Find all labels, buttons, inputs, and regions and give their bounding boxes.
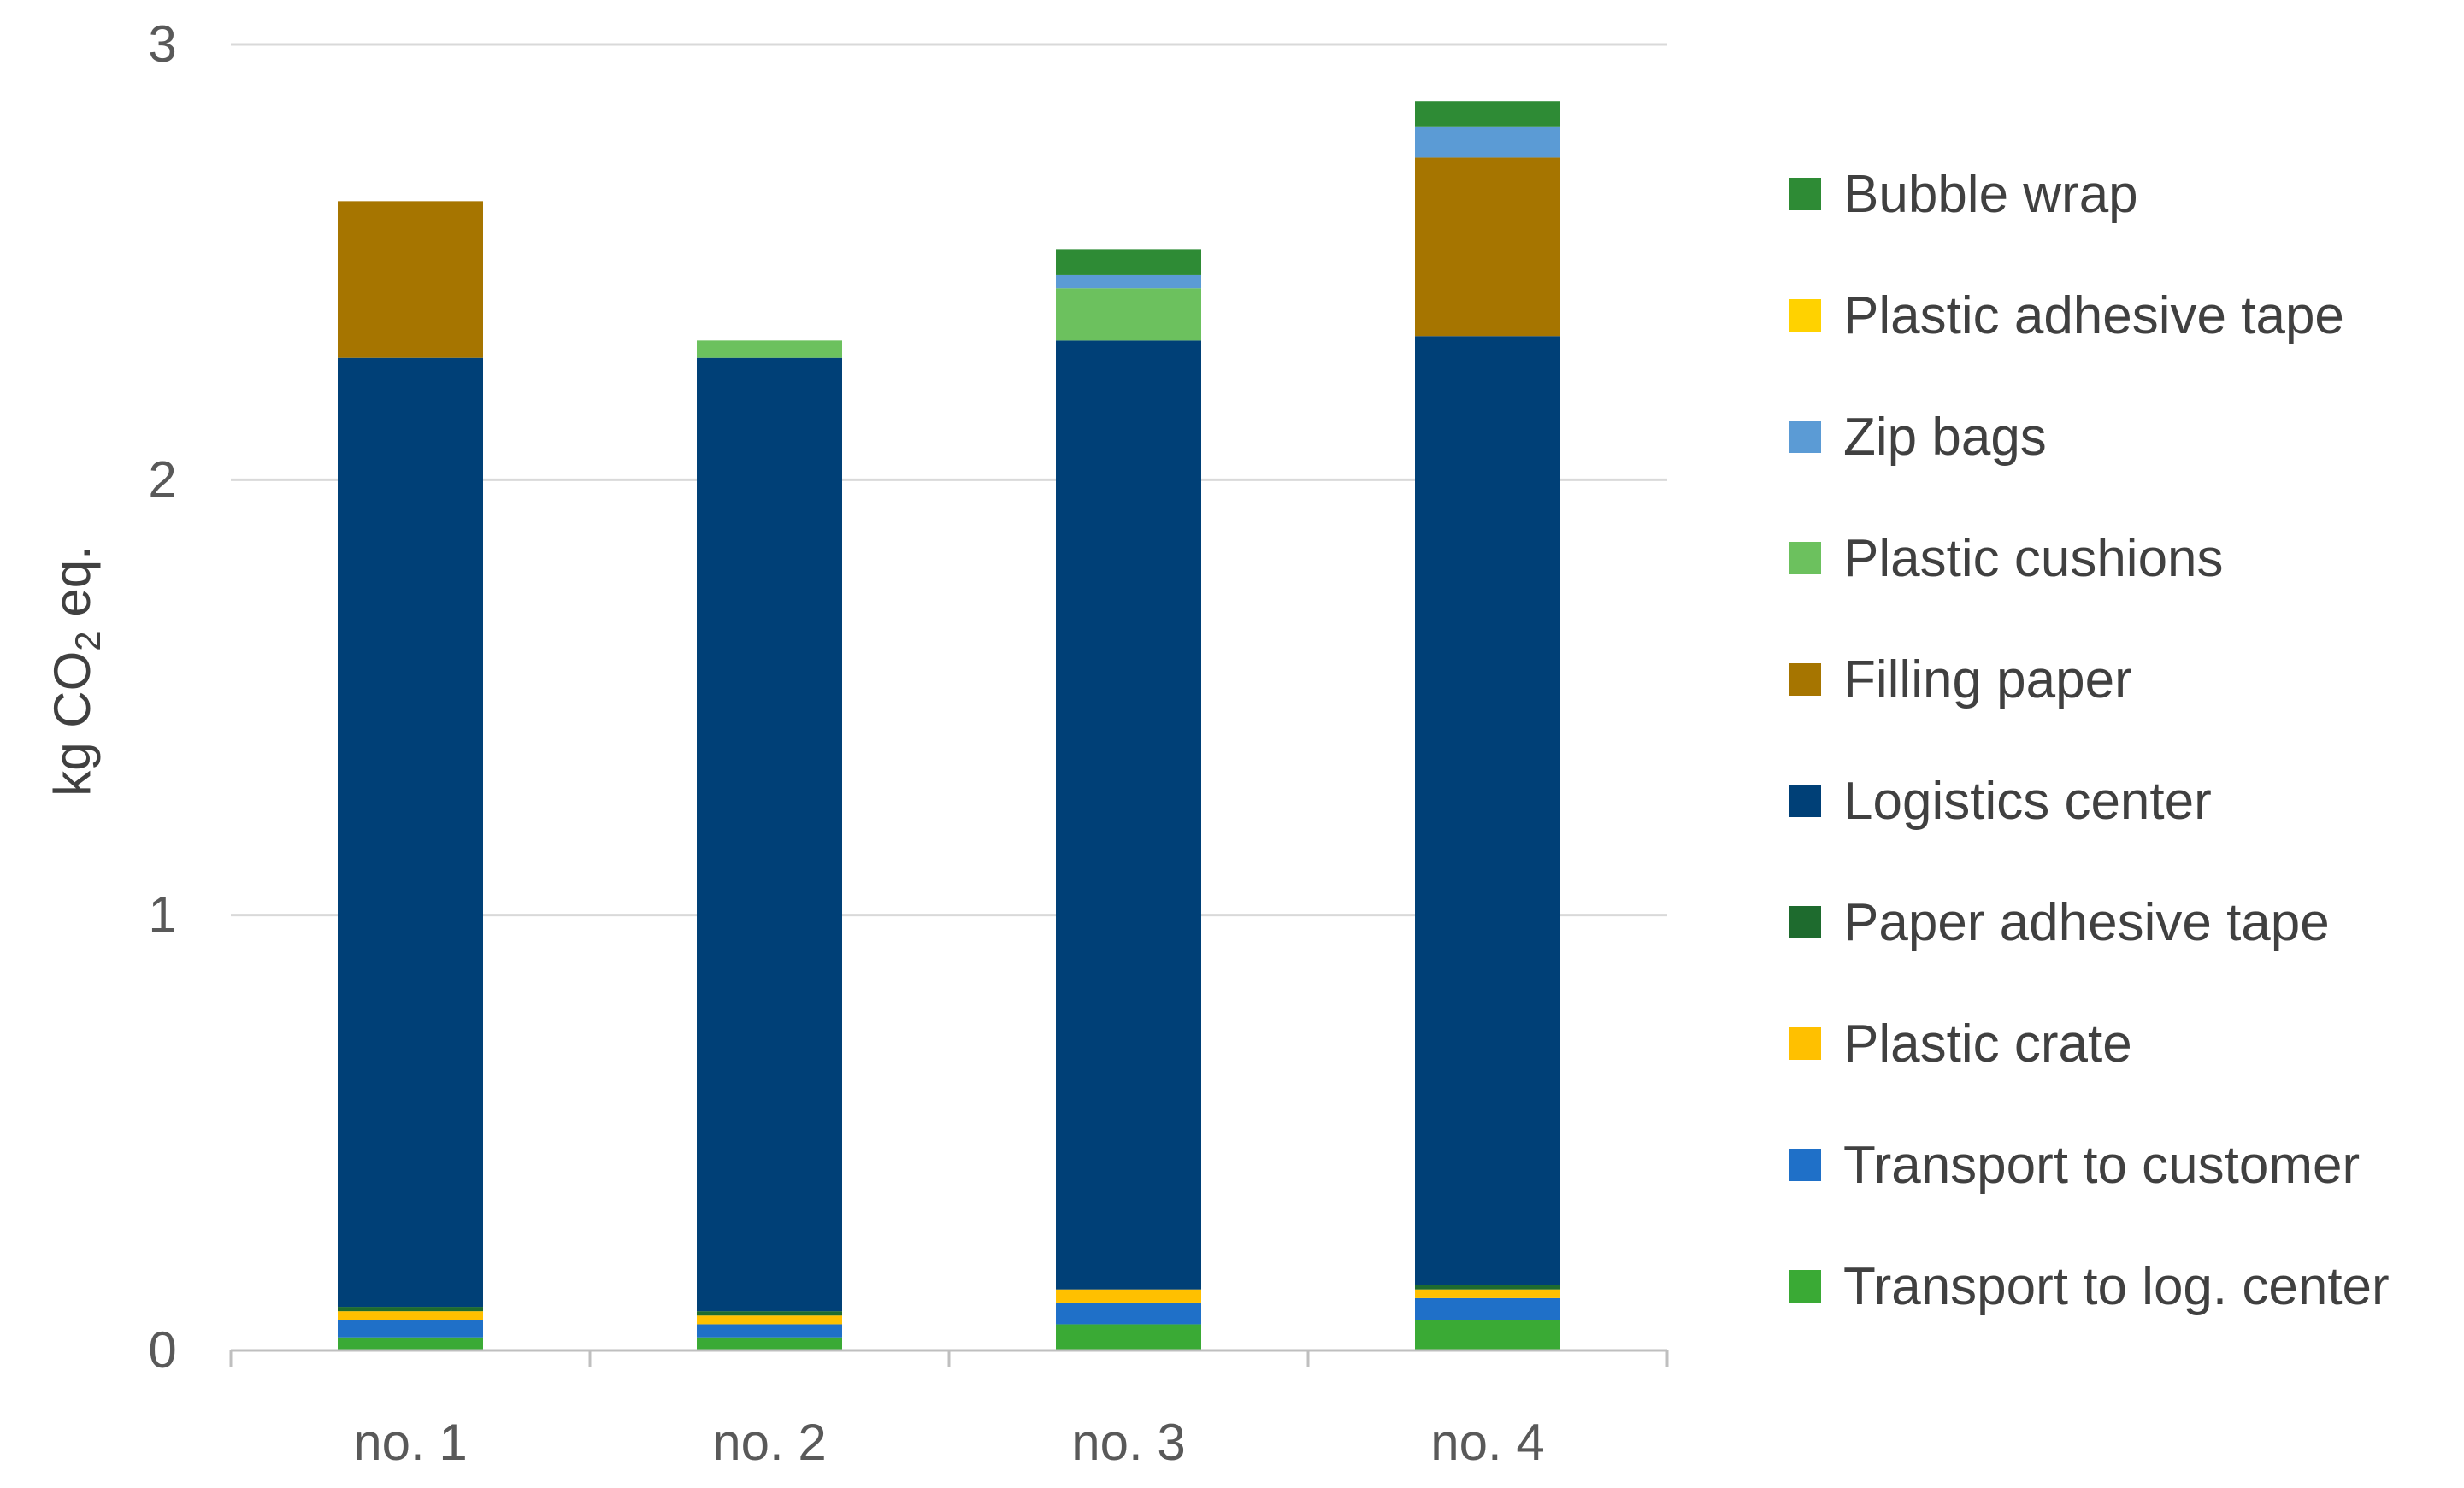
x-tick-label: no. 4 [1430, 1414, 1544, 1471]
legend-swatch [1789, 421, 1821, 453]
bar-segment [338, 1311, 483, 1320]
bar-segment [697, 1315, 842, 1325]
legend-label: Bubble wrap [1843, 165, 2138, 224]
bar-segment [697, 1324, 842, 1338]
y-tick-label: 2 [148, 450, 176, 508]
bar-segment [1056, 288, 1201, 341]
bar-segment [1056, 1289, 1201, 1303]
legend-swatch [1789, 663, 1821, 696]
y-axis-title-prefix: kg CO [44, 651, 101, 797]
legend-swatch [1789, 906, 1821, 938]
x-tick-label: no. 2 [712, 1414, 826, 1471]
y-tick-label: 3 [148, 15, 176, 73]
bar-segment [338, 201, 483, 358]
legend-label: Plastic crate [1843, 1015, 2132, 1073]
bar-segment [338, 1337, 483, 1350]
legend-swatch [1789, 1027, 1821, 1060]
legend-swatch [1789, 1149, 1821, 1181]
y-axis-title: kg CO2 eq. [44, 545, 108, 796]
legend-label: Plastic cushions [1843, 529, 2224, 588]
legend: Bubble wrap Plastic adhesive tape Zip bags… [1789, 165, 2390, 1316]
bar-segment [338, 357, 483, 1308]
y-axis-title-suffix: eq. [44, 545, 101, 631]
bars [338, 101, 1560, 1350]
bar-segment [1056, 1302, 1201, 1325]
bar-segment [1056, 1324, 1201, 1350]
legend-label: Logistics center [1843, 772, 2212, 831]
x-tick-label: no. 3 [1071, 1414, 1185, 1471]
bar-segment [697, 1337, 842, 1350]
bar-segment [1415, 126, 1560, 158]
legend-swatch [1789, 785, 1821, 817]
legend-label: Zip bags [1843, 408, 2047, 467]
bar-segment [697, 340, 842, 358]
bar-segment [1415, 101, 1560, 127]
y-tick-label: 1 [148, 886, 176, 944]
bar-segment [338, 1307, 483, 1312]
bar-segment [1056, 340, 1201, 1290]
bar-segment [1415, 336, 1560, 1285]
legend-swatch [1789, 1270, 1821, 1303]
x-axis: no. 1 no. 2 no. 3 no. 4 [229, 1349, 1669, 1471]
bar-segment [1415, 1289, 1560, 1298]
y-tick-label: 0 [148, 1321, 176, 1379]
bar-segment [338, 1320, 483, 1338]
legend-swatch [1789, 299, 1821, 332]
legend-swatch [1789, 542, 1821, 574]
bar-segment [1415, 1320, 1560, 1350]
bar-segment [1056, 249, 1201, 275]
bar-segment [1415, 157, 1560, 337]
legend-label: Transport to customer [1843, 1136, 2360, 1195]
bar-segment [1415, 1285, 1560, 1290]
bar-segment [697, 357, 842, 1312]
y-axis-title-subscript: 2 [68, 631, 108, 650]
legend-label: Paper adhesive tape [1843, 893, 2330, 952]
legend-swatch [1789, 178, 1821, 210]
y-axis-tick-labels: 0 1 2 3 [148, 15, 176, 1379]
legend-label: Filling paper [1843, 650, 2132, 709]
x-tick-label: no. 1 [353, 1414, 467, 1471]
bar-segment [697, 1311, 842, 1316]
bar-segment [1056, 274, 1201, 289]
legend-label: Transport to log. center [1843, 1257, 2390, 1316]
legend-label: Plastic adhesive tape [1843, 286, 2344, 345]
bar-segment [1415, 1297, 1560, 1320]
